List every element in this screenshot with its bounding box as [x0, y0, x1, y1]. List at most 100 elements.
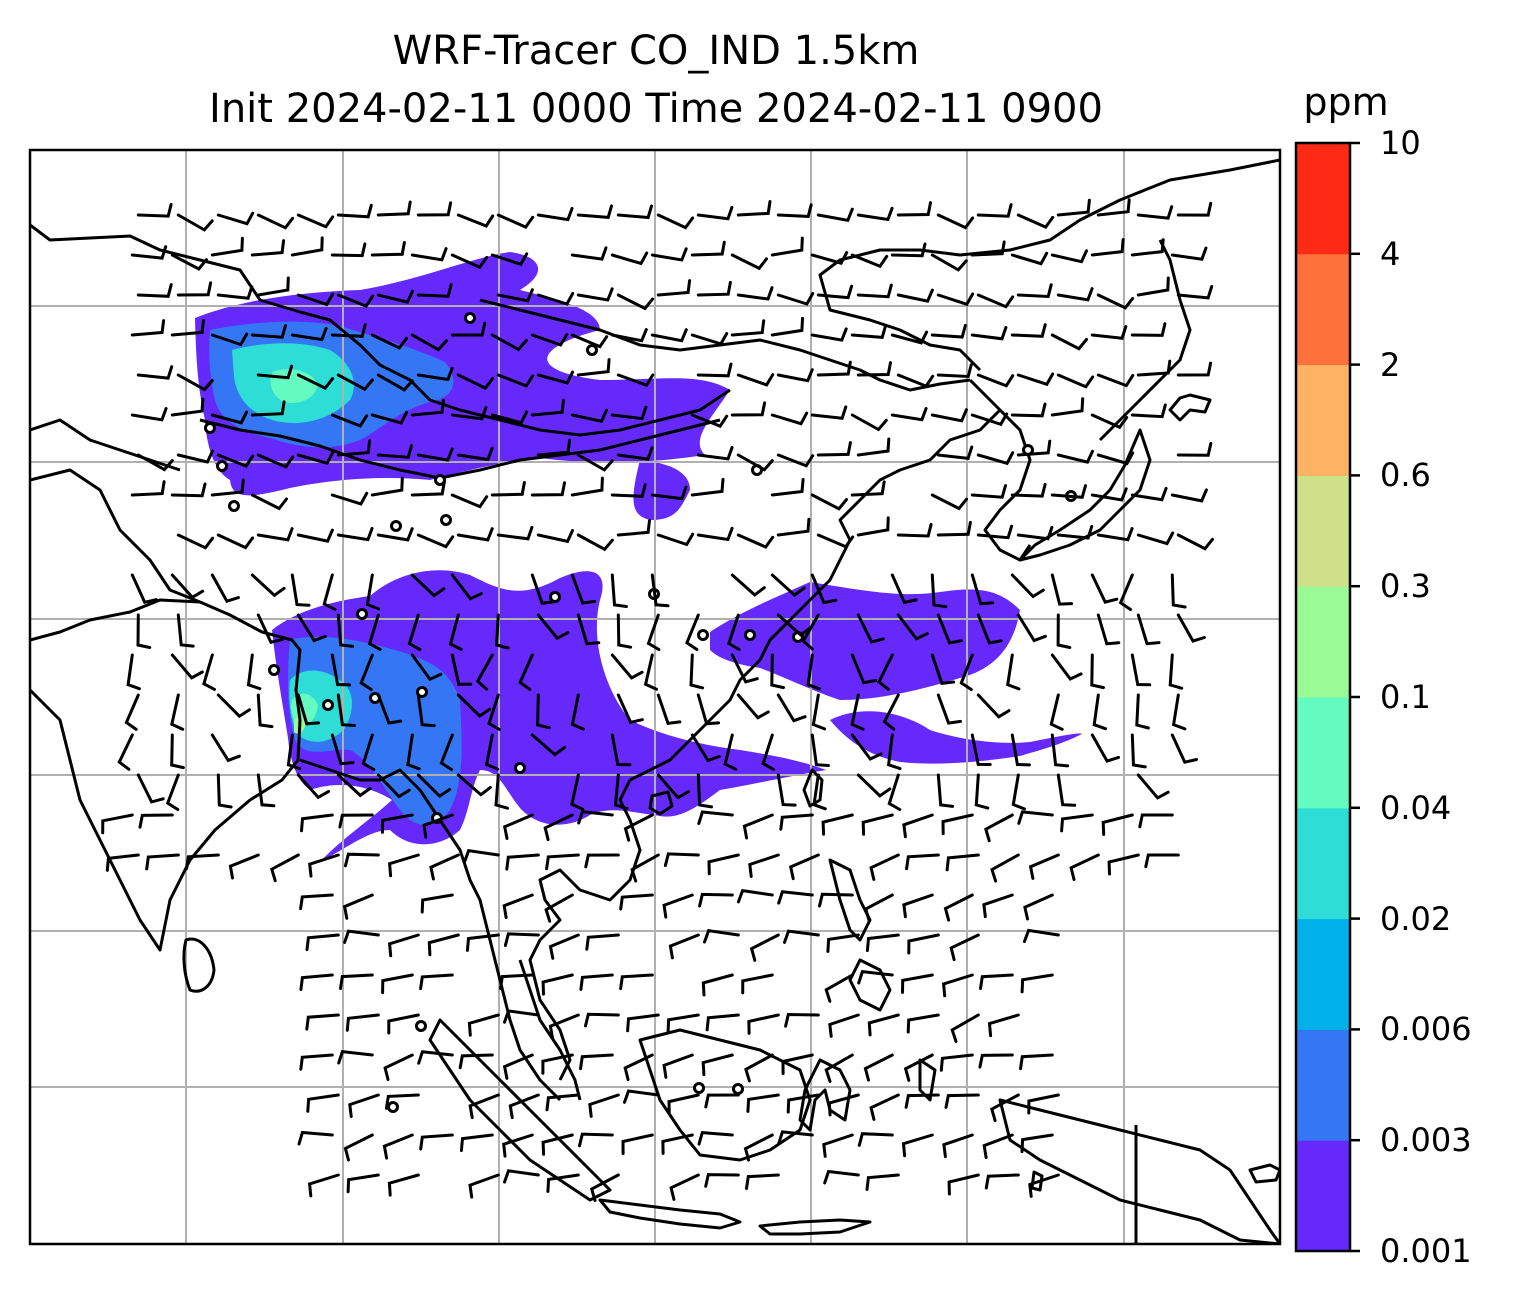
wind-barb: [410, 480, 446, 497]
wind-barb: [610, 653, 644, 680]
wind-barb: [850, 253, 889, 269]
wind-barb: [541, 1053, 574, 1075]
wind-barb: [776, 517, 811, 537]
wind-barb: [626, 1013, 660, 1033]
wind-barb: [176, 449, 214, 464]
wind-barb: [1056, 287, 1094, 302]
wind-barb: [777, 1130, 814, 1145]
wind-barb: [170, 318, 205, 337]
wind-barb: [882, 693, 900, 731]
wind-barb: [170, 253, 208, 271]
wind-barb: [138, 813, 174, 829]
new-guinea: [998, 1098, 1280, 1244]
wind-barb: [1050, 733, 1070, 768]
wind-barb: [459, 1133, 494, 1152]
wind-barb: [475, 653, 494, 691]
wind-barb: [450, 406, 488, 421]
wind-barb: [930, 493, 968, 511]
station-marker: [390, 520, 402, 532]
wind-barb: [410, 247, 448, 262]
wind-barb: [856, 516, 890, 537]
wind-barb: [456, 773, 492, 797]
wind-barb: [336, 613, 355, 648]
wind-barb: [976, 203, 1013, 218]
wind-barb: [367, 613, 382, 651]
wind-barb: [696, 280, 732, 297]
wind-barb: [656, 213, 695, 230]
wind-barb: [856, 283, 893, 299]
wind-barb: [330, 733, 355, 766]
wind-barb: [376, 373, 414, 392]
wind-barb: [450, 573, 483, 601]
wind-barb: [1136, 359, 1172, 377]
wind-barb: [701, 973, 734, 997]
coastlines: [30, 158, 1280, 1244]
wind-barb: [290, 326, 328, 342]
wind-barb: [439, 733, 454, 771]
wind-barb: [1056, 449, 1094, 464]
wind-barb: [1130, 322, 1167, 337]
wind-barb: [970, 573, 995, 606]
wind-barb: [810, 405, 848, 420]
wind-barb: [1050, 249, 1088, 264]
wind-barb: [703, 929, 740, 944]
wind-barb: [896, 613, 929, 641]
wind-barb: [942, 1133, 974, 1159]
wind-barb: [410, 398, 445, 417]
wind-barb: [1090, 487, 1128, 502]
wind-barb: [536, 529, 574, 544]
wind-barb: [343, 929, 380, 944]
wind-barb: [416, 366, 454, 382]
colorbar-unit-label: ppm: [1303, 80, 1389, 124]
colorbar-segment: [1296, 475, 1350, 587]
wind-barb: [630, 853, 660, 883]
wind-barb: [770, 573, 806, 598]
wind-barb: [117, 733, 134, 771]
station-marker: [693, 1082, 705, 1094]
wind-barb: [970, 412, 1009, 427]
wind-barb: [419, 1133, 454, 1151]
wind-barb: [330, 242, 367, 258]
northwest-border: [30, 223, 731, 437]
colorbar-segment: [1296, 918, 1350, 1030]
wind-barb: [416, 693, 436, 728]
colorbar-segment: [1296, 807, 1350, 920]
wind-barb: [579, 1053, 614, 1071]
wind-barb: [978, 1053, 1014, 1069]
wind-barb: [484, 733, 500, 771]
wind-barb: [705, 1013, 740, 1032]
wind-barb: [1096, 198, 1131, 217]
wind-barb: [305, 1013, 340, 1031]
wind-barb: [742, 813, 774, 840]
wind-barb: [376, 200, 412, 217]
wind-barb: [1136, 531, 1175, 546]
wind-barb: [296, 613, 327, 643]
wind-barb: [776, 453, 815, 468]
wind-barb: [1050, 397, 1085, 417]
wind-barb: [296, 373, 335, 390]
wind-barb: [736, 533, 775, 549]
japan-honshu: [1018, 428, 1152, 562]
wind-barb: [856, 206, 894, 222]
wind-barb: [990, 1093, 1020, 1123]
colorbar-segment: [1296, 1029, 1350, 1141]
wind-barb: [376, 289, 414, 304]
wind-barb: [863, 893, 894, 922]
wind-barb: [812, 773, 827, 811]
wind-barb: [348, 1093, 380, 1118]
wind-barb: [210, 478, 245, 497]
wind-barb: [610, 251, 649, 266]
wind-barb: [976, 451, 1015, 466]
wind-barb: [816, 533, 855, 549]
wind-barb: [1023, 893, 1054, 921]
wind-barb: [584, 1012, 620, 1028]
wind-barb: [865, 933, 900, 952]
wind-barb: [496, 525, 534, 541]
wind-barb: [503, 932, 540, 947]
mongolia-border: [479, 298, 971, 392]
wind-barb: [297, 1130, 334, 1146]
wind-barb: [610, 573, 628, 608]
station-marker: [697, 629, 709, 641]
wind-barb: [783, 929, 820, 944]
wind-barb: [850, 324, 887, 339]
